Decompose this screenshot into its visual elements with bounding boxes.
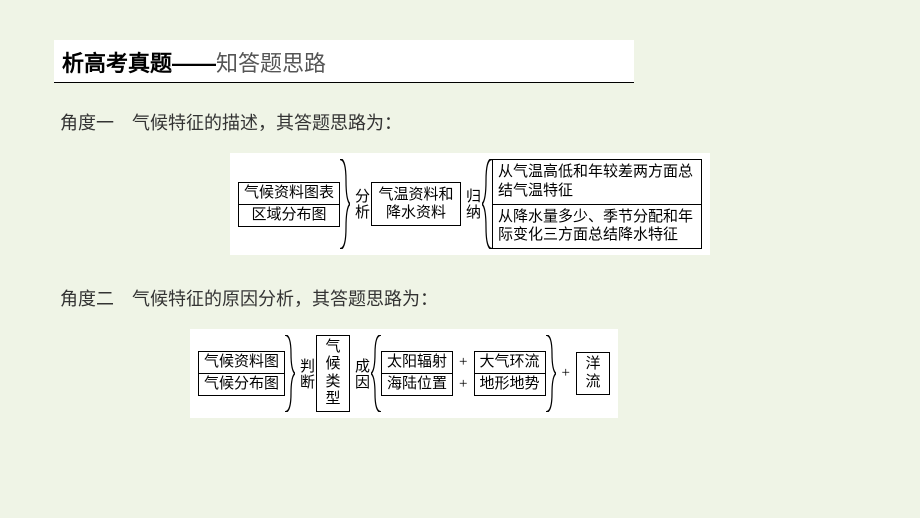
brace-close-icon	[340, 159, 350, 249]
angle2-tail: 洋流	[576, 352, 610, 395]
angle2-factor-rows: 太阳辐射 + 大气环流 海陆位置 + 地形地势	[381, 351, 546, 396]
angle2-row2-b: 地形地势	[474, 373, 546, 396]
angle2-row1-a: 太阳辐射	[381, 351, 453, 374]
plus-icon: +	[453, 355, 473, 370]
angle1-diagram: 气候资料图表 区域分布图 分析 气温资料和降水资料 归纳 从气温高低和年较差两方…	[238, 159, 702, 249]
angle1-input-0: 气候资料图表	[238, 182, 340, 205]
header-bold-text: 析高考真题——	[62, 51, 216, 76]
angle1-inputs: 气候资料图表 区域分布图	[238, 182, 340, 227]
angle1-conn1: 分析	[350, 188, 371, 220]
angle2-row2-a: 海陆位置	[381, 373, 453, 396]
angle2-conn2: 成因	[350, 358, 371, 390]
page-root: 析高考真题——知答题思路 角度一 气候特征的描述，其答题思路为： 气候资料图表 …	[0, 0, 920, 518]
angle1-conn2: 归纳	[461, 188, 482, 220]
angle2-row1-b: 大气环流	[474, 351, 546, 374]
angle2-row1: 太阳辐射 + 大气环流	[381, 351, 546, 374]
angle2-inputs: 气候资料图 气候分布图	[198, 351, 285, 396]
brace-close-icon	[546, 335, 556, 412]
brace-close-icon	[285, 335, 295, 412]
angle2-diagram-wrap: 气候资料图 气候分布图 判断 气候类型 成因 太阳辐射 + 大气环流 海陆位置	[190, 329, 618, 418]
angle2-diagram: 气候资料图 气候分布图 判断 气候类型 成因 太阳辐射 + 大气环流 海陆位置	[198, 335, 610, 412]
angle2-row2: 海陆位置 + 地形地势	[381, 373, 546, 396]
angle1-input-1: 区域分布图	[238, 204, 340, 227]
angle1-output-0: 从气温高低和年较差两方面总结气温特征	[492, 159, 702, 205]
brace-open-icon	[371, 335, 381, 412]
angle1-diagram-wrap: 气候资料图表 区域分布图 分析 气温资料和降水资料 归纳 从气温高低和年较差两方…	[230, 153, 710, 255]
section-header: 析高考真题——知答题思路	[54, 40, 634, 83]
brace-open-icon	[482, 159, 492, 249]
angle2-title: 角度二 气候特征的原因分析，其答题思路为：	[60, 285, 860, 311]
angle2-input-1: 气候分布图	[198, 373, 285, 396]
header-light-text: 知答题思路	[216, 51, 326, 76]
angle1-output-1: 从降水量多少、季节分配和年际变化三方面总结降水特征	[492, 204, 702, 250]
plus-icon: +	[453, 377, 473, 392]
angle1-title: 角度一 气候特征的描述，其答题思路为：	[60, 109, 860, 135]
angle2-conn1: 判断	[295, 358, 316, 390]
angle1-mid: 气温资料和降水资料	[371, 182, 461, 226]
angle2-input-0: 气候资料图	[198, 351, 285, 374]
angle1-outputs: 从气温高低和年较差两方面总结气温特征 从降水量多少、季节分配和年际变化三方面总结…	[492, 159, 702, 249]
angle2-mid: 气候类型	[316, 335, 350, 412]
plus-icon: +	[556, 366, 576, 381]
